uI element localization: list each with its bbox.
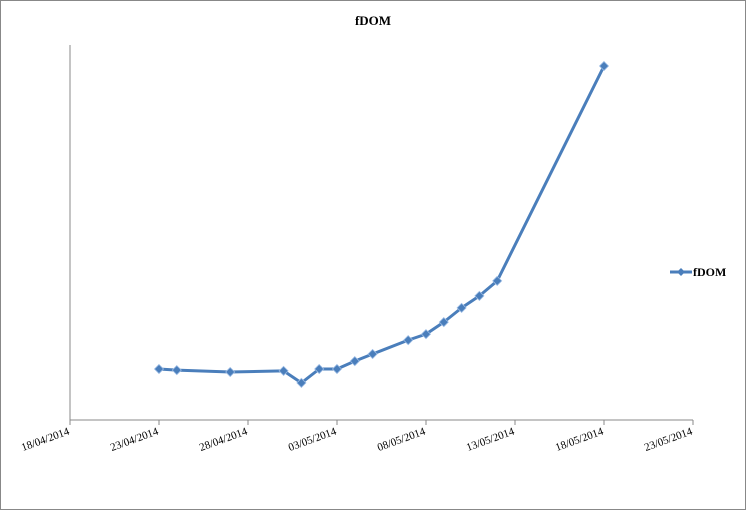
point-marker <box>171 365 182 376</box>
point-marker <box>296 377 307 388</box>
point-marker <box>225 366 236 378</box>
point-marker <box>367 348 378 360</box>
point-marker <box>331 363 343 375</box>
point-marker <box>492 275 503 286</box>
point-marker <box>456 302 467 313</box>
legend-marker <box>677 268 685 276</box>
point-marker <box>349 356 360 367</box>
series-line <box>158 65 606 385</box>
point-marker <box>598 60 610 72</box>
legend-label: fDOM <box>693 265 726 279</box>
point-marker <box>278 365 289 376</box>
point-marker <box>474 290 485 301</box>
point-marker <box>153 363 165 375</box>
point-marker <box>420 329 432 340</box>
chart-title: fDOM <box>355 13 391 28</box>
point-marker <box>403 335 414 346</box>
point-marker <box>314 363 325 375</box>
point-marker <box>438 317 449 328</box>
